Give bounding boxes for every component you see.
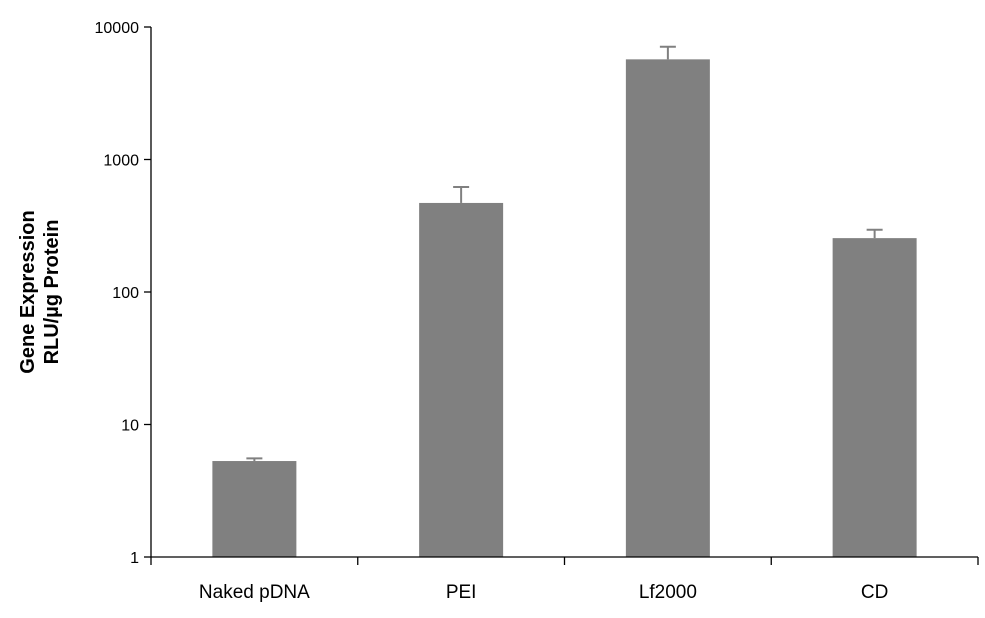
x-axis-categories: Naked pDNA PEI Lf2000 CD [199, 582, 888, 603]
bars [212, 59, 917, 558]
y-axis-title: Gene Expression RLU/µg Protein [17, 210, 63, 373]
y-tick-label: 10 [121, 418, 139, 435]
y-axis-ticks: 1 10 100 1000 10000 [95, 20, 151, 567]
x-category-label: Lf2000 [639, 582, 697, 603]
bar [419, 202, 504, 558]
x-category-label: Naked pDNA [199, 582, 310, 603]
bar [832, 238, 917, 557]
y-axis-title-line-2: RLU/µg Protein [41, 220, 63, 365]
bar [212, 461, 297, 557]
x-category-label: CD [861, 582, 888, 603]
y-tick-label: 10000 [95, 20, 140, 37]
y-tick-label: 100 [112, 285, 139, 302]
y-axis-title-line-1: Gene Expression [17, 210, 39, 373]
axes [150, 27, 979, 565]
x-category-label: PEI [446, 582, 477, 603]
y-tick-label: 1000 [103, 153, 139, 170]
y-tick-label: 1 [130, 550, 139, 567]
error-bars [246, 45, 883, 462]
bar [625, 59, 710, 557]
